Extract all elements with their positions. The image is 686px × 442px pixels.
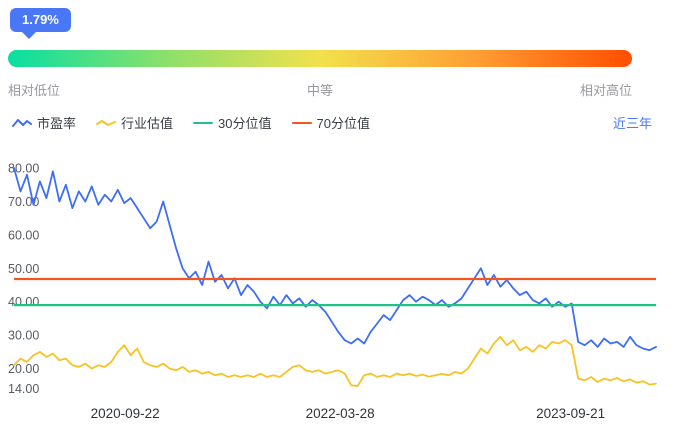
x-axis-label: 2020-09-22 xyxy=(91,406,160,421)
valuation-gauge-bar xyxy=(8,50,632,67)
legend-item-industry[interactable]: 行业估值 xyxy=(96,113,173,132)
p70-line-marker-icon xyxy=(291,121,312,124)
y-axis-label: 50.00 xyxy=(8,262,39,276)
percentile-badge: 1.79% xyxy=(10,8,71,39)
gauge-labels: 相对低位 中等 相对高位 xyxy=(8,80,632,99)
y-axis-label: 60.00 xyxy=(8,228,39,242)
x-axis-label: 2022-03-28 xyxy=(306,406,375,421)
y-axis-label: 40.00 xyxy=(8,295,39,309)
legend-label-p70: 70分位值 xyxy=(316,116,370,131)
y-axis-label: 30.00 xyxy=(8,329,39,343)
industry-line xyxy=(13,335,657,387)
gauge-label-low: 相对低位 xyxy=(8,83,61,98)
legend-item-pe[interactable]: 市盈率 xyxy=(12,113,76,132)
percentile-value: 1.79% xyxy=(22,12,59,27)
legend-label-p30: 30分位值 xyxy=(218,116,272,131)
legend-row: 市盈率 行业估值 30分位值 70分位值 近三年 xyxy=(12,113,652,132)
legend-item-p70[interactable]: 70分位值 xyxy=(291,113,370,132)
industry-line-marker-icon xyxy=(96,119,117,126)
legend-item-p30[interactable]: 30分位值 xyxy=(193,113,272,132)
chart-canvas[interactable]: 80.0070.0060.0050.0040.0030.0020.0014.00… xyxy=(0,146,686,442)
y-axis-label: 80.00 xyxy=(8,162,39,176)
legend-label-pe: 市盈率 xyxy=(37,116,77,131)
legend-label-industry: 行业估值 xyxy=(121,116,174,131)
gauge-label-high: 相对高位 xyxy=(579,83,632,98)
y-axis-label: 20.00 xyxy=(8,362,39,376)
pe-line-marker-icon xyxy=(12,118,32,127)
p30-line-marker-icon xyxy=(193,121,214,124)
pe-line xyxy=(13,167,657,352)
gauge-label-mid: 中等 xyxy=(306,83,333,98)
period-selector-3y[interactable]: 近三年 xyxy=(612,116,652,131)
y-axis-label: 14.00 xyxy=(8,382,39,396)
x-axis-label: 2023-09-21 xyxy=(536,406,605,421)
